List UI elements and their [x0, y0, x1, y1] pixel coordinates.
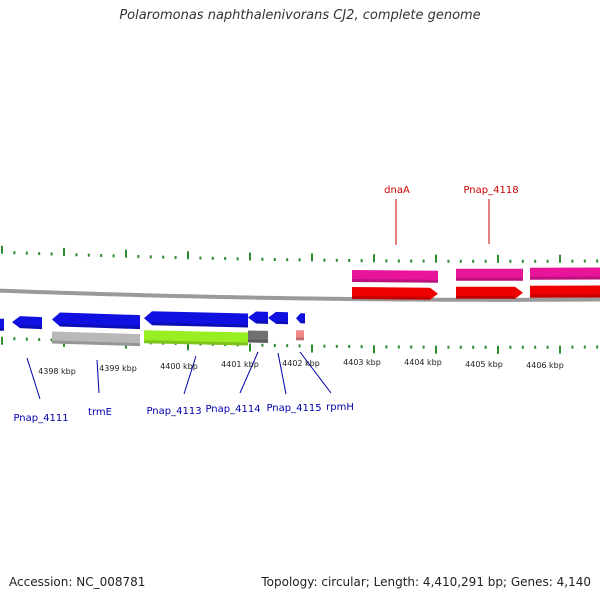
scale-label: 4405 kbp [465, 360, 503, 369]
scale-label: 4406 kbp [526, 361, 564, 370]
gene-rna [296, 330, 304, 341]
gene-red-3-shade [530, 294, 600, 298]
scale-label: 4399 kbp [99, 364, 137, 373]
accession-text: Accession: NC_008781 [9, 575, 146, 589]
scale-label: 4400 kbp [160, 362, 198, 371]
callout-line [96, 359, 100, 394]
genome-backbone [0, 288, 600, 302]
gene-pink-3-shade [530, 276, 600, 280]
gene-blue-edge [0, 318, 4, 331]
gene-label: trmE [88, 407, 112, 418]
gene-dnaA [352, 270, 438, 283]
gene-blue-edge-shade [0, 327, 4, 331]
map-title: Polaromonas naphthalenivorans CJ2, compl… [119, 8, 481, 23]
gene-red-1-shade [352, 296, 430, 300]
gene-lime [144, 330, 248, 346]
gene-label: rpmH [326, 402, 354, 413]
gene-pnap-4118 [456, 268, 523, 281]
gene-dark-gray-shade [248, 339, 268, 343]
gene-pnap-4118-shade [456, 277, 523, 281]
backbone-line [0, 288, 600, 302]
scale-label: 4401 kbp [221, 360, 259, 369]
gene-callouts: dnaA Pnap_4118 Pnap_4111 trmE Pnap_4113 Pnap_… [13, 185, 518, 424]
gene-pnap-4111-shade [60, 323, 140, 330]
scale-labels: 4398 kbp 4399 kbp 4400 kbp 4401 kbp 4402 kbp… [38, 358, 564, 376]
gene-lime-shade [144, 340, 248, 346]
gene-rpmH-shade [300, 320, 305, 324]
callout-line [183, 355, 197, 395]
gene-label: Pnap_4111 [13, 413, 68, 424]
scale-label: 4398 kbp [38, 367, 76, 376]
gene-dnaA-shade [352, 279, 438, 283]
gene-gray [52, 331, 140, 347]
scale-label: 4404 kbp [404, 358, 442, 367]
gene-dark-gray [248, 330, 268, 343]
gene-label: Pnap_4118 [463, 185, 518, 196]
callout-line [239, 351, 259, 394]
gene-red-2-shade [456, 295, 515, 299]
gene-rna-shade [296, 337, 304, 341]
gene-rpmH [296, 313, 305, 324]
callout-line [277, 352, 287, 395]
gene-red-2 [456, 286, 523, 299]
gene-gray-shade [52, 340, 140, 347]
gene-label: Pnap_4113 [146, 406, 201, 417]
callout-line [299, 351, 332, 394]
callout-line [26, 357, 41, 400]
gene-label: dnaA [384, 185, 410, 196]
scale-label: 4403 kbp [343, 358, 381, 367]
gene-blue-a [12, 316, 42, 330]
genome-summary: Topology: circular; Length: 4,410,291 bp… [261, 575, 591, 589]
gene-red-3 [530, 285, 600, 298]
gene-pnap-4111 [52, 312, 140, 330]
gene-pnap-4113 [248, 311, 268, 324]
gene-label: Pnap_4115 [266, 403, 321, 414]
scale-label: 4402 kbp [282, 359, 320, 368]
gene-pnap-4114-shade [276, 320, 288, 325]
gene-red-1 [352, 287, 438, 300]
gene-pnap-4114 [268, 311, 288, 325]
gene-pnap-4113-shade [256, 320, 268, 324]
gene-blue-a-shade [20, 325, 42, 330]
gene-label: Pnap_4114 [205, 404, 260, 415]
gene-features [0, 267, 600, 347]
gene-pink-3 [530, 267, 600, 280]
gene-trmE-shade [152, 322, 248, 328]
gene-trmE [144, 311, 248, 328]
